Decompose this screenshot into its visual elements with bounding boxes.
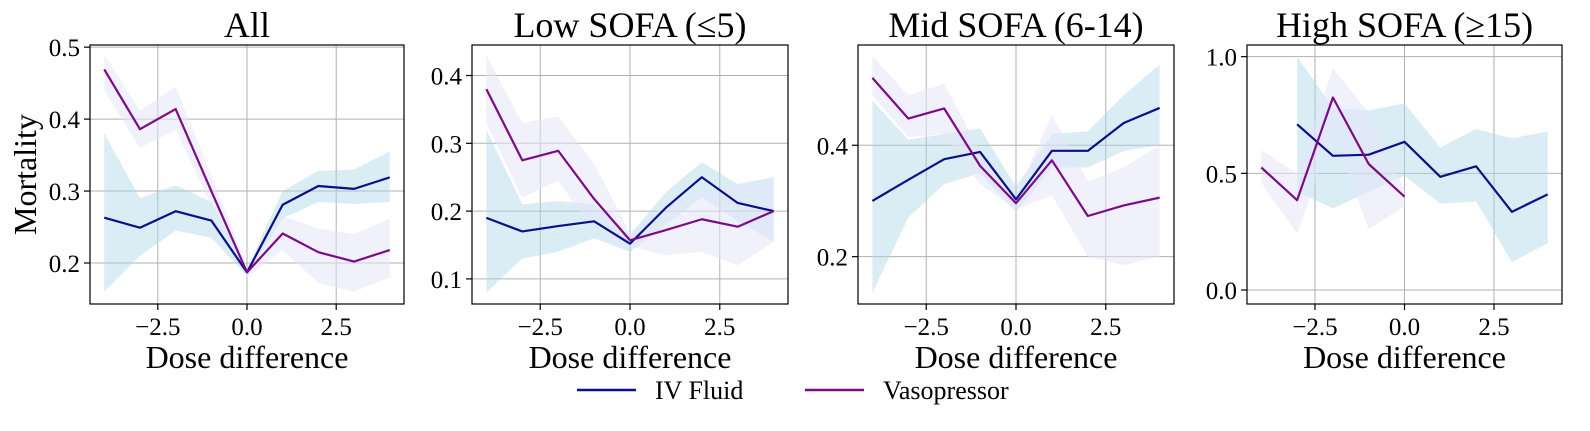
x-tick-label: 2.5 bbox=[321, 314, 352, 341]
ci-band-iv-fluid bbox=[486, 129, 774, 293]
y-tick-label: 0.2 bbox=[431, 199, 462, 226]
y-tick-label: 0.1 bbox=[431, 267, 462, 294]
series-line-vasopressor bbox=[871, 77, 1160, 218]
x-axis-label: Dose difference bbox=[1303, 339, 1506, 375]
x-tick-label: −2.5 bbox=[1292, 314, 1337, 341]
panel-mid-sofa-6-14: −2.5 0.0 2.5 0.2 0.4 Mid SOFA (6-14) Dose diff… bbox=[817, 5, 1175, 375]
series-line-vasopressor bbox=[103, 68, 391, 274]
x-tick-label: 2.5 bbox=[704, 314, 735, 341]
x-tick-label: 0.0 bbox=[231, 314, 262, 341]
y-axis-label: Mortality bbox=[7, 114, 43, 235]
series-line-iv-fluid bbox=[485, 176, 774, 245]
series-line-iv-fluid bbox=[871, 106, 1161, 202]
y-tick-label: 1.0 bbox=[1206, 45, 1237, 72]
y-tick-label: 0.4 bbox=[817, 133, 849, 160]
panel-all: −2.5 0.0 2.5 0.2 0.3 0.4 0.5 All Dose difference… bbox=[7, 5, 405, 375]
legend-vasopressor-label: Vasopressor bbox=[883, 376, 1009, 405]
x-tick-label: 0.0 bbox=[1000, 314, 1031, 341]
panels: −2.5 0.0 2.5 0.2 0.3 0.4 0.5 All Dose difference… bbox=[7, 5, 1563, 375]
y-tick-label: 0.2 bbox=[817, 245, 848, 272]
y-tick-label: 0.3 bbox=[431, 131, 462, 158]
series-line-vasopressor bbox=[485, 88, 775, 242]
legend-iv-fluid-label: IV Fluid bbox=[655, 376, 743, 405]
x-tick-label: 2.5 bbox=[1090, 314, 1121, 341]
x-tick-label: −2.5 bbox=[518, 314, 563, 341]
y-tick-label: 0.5 bbox=[49, 35, 80, 62]
series-line-iv-fluid bbox=[1296, 123, 1549, 213]
ci-band-iv-fluid bbox=[872, 64, 1160, 293]
x-tick-label: −2.5 bbox=[904, 314, 949, 341]
y-tick-label: 0.2 bbox=[49, 251, 80, 278]
x-tick-label: 0.0 bbox=[1389, 314, 1420, 341]
panel-title: Low SOFA (≤5) bbox=[513, 5, 746, 45]
x-tick-label: 2.5 bbox=[1478, 314, 1509, 341]
y-tick-label: 0.5 bbox=[1206, 161, 1237, 188]
panel-title: High SOFA (≥15) bbox=[1276, 5, 1533, 45]
panel-high-sofa-15: −2.5 0.0 2.5 0.0 0.5 1.0 High SOFA (≥15) Dose d… bbox=[1206, 5, 1563, 375]
legend: IV Fluid Vasopressor bbox=[577, 376, 1009, 405]
ci-band-vasopressor bbox=[104, 54, 390, 292]
panel-low-sofa-5: −2.5 0.0 2.5 0.1 0.2 0.3 0.4 Low SOFA (≤5) Dose … bbox=[431, 5, 789, 375]
series-line-vasopressor bbox=[1260, 96, 1406, 202]
x-tick-label: 0.0 bbox=[614, 314, 645, 341]
ci-band-vasopressor bbox=[1261, 68, 1405, 234]
y-tick-label: 0.4 bbox=[49, 107, 81, 134]
ci-band-vasopressor bbox=[486, 55, 774, 266]
y-tick-label: 0.4 bbox=[431, 64, 463, 91]
panel-title: Mid SOFA (6-14) bbox=[888, 5, 1143, 45]
x-axis-label: Dose difference bbox=[529, 339, 732, 375]
ci-band-iv-fluid bbox=[104, 133, 390, 292]
y-tick-label: 0.3 bbox=[49, 179, 80, 206]
x-axis-label: Dose difference bbox=[915, 339, 1118, 375]
y-tick-label: 0.0 bbox=[1206, 278, 1237, 305]
x-tick-label: −2.5 bbox=[135, 314, 180, 341]
panel-title: All bbox=[224, 5, 270, 45]
x-axis-label: Dose difference bbox=[146, 339, 349, 375]
